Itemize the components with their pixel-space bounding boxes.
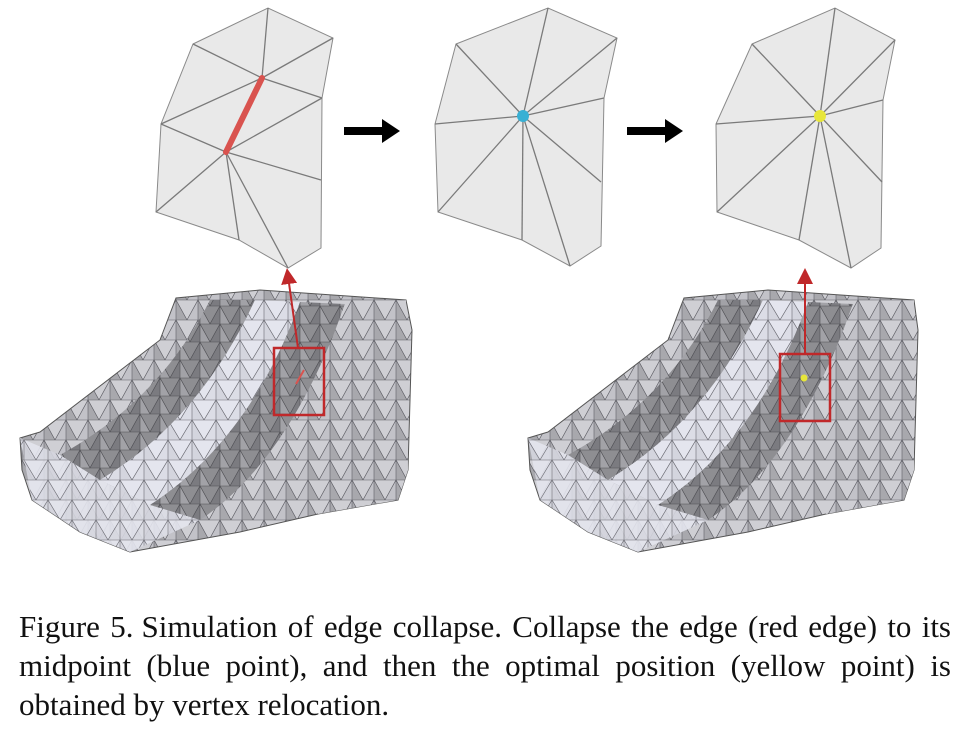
caption-label: Figure 5.	[19, 609, 134, 644]
optimal-yellow-point	[800, 374, 808, 382]
collapsed-red-edge	[223, 75, 265, 155]
pointer-arrow	[281, 268, 299, 349]
arrow-icon	[627, 119, 683, 143]
optimal-yellow-point	[814, 110, 826, 122]
highlight-box	[272, 346, 326, 417]
arrow-icon	[344, 119, 400, 143]
caption-text: Simulation of edge collapse. Collapse th…	[19, 609, 952, 722]
midpoint-blue-point	[517, 110, 529, 122]
patch-optimal-position	[715, 7, 896, 269]
patch-midpoint	[434, 7, 618, 267]
patch-before-collapse	[155, 7, 334, 269]
figure-caption: Figure 5. Simulation of edge collapse. Co…	[19, 607, 951, 724]
mesh-model-right	[527, 268, 919, 553]
mesh-model-left	[19, 268, 413, 553]
edge-collapse-figure	[19, 7, 919, 553]
